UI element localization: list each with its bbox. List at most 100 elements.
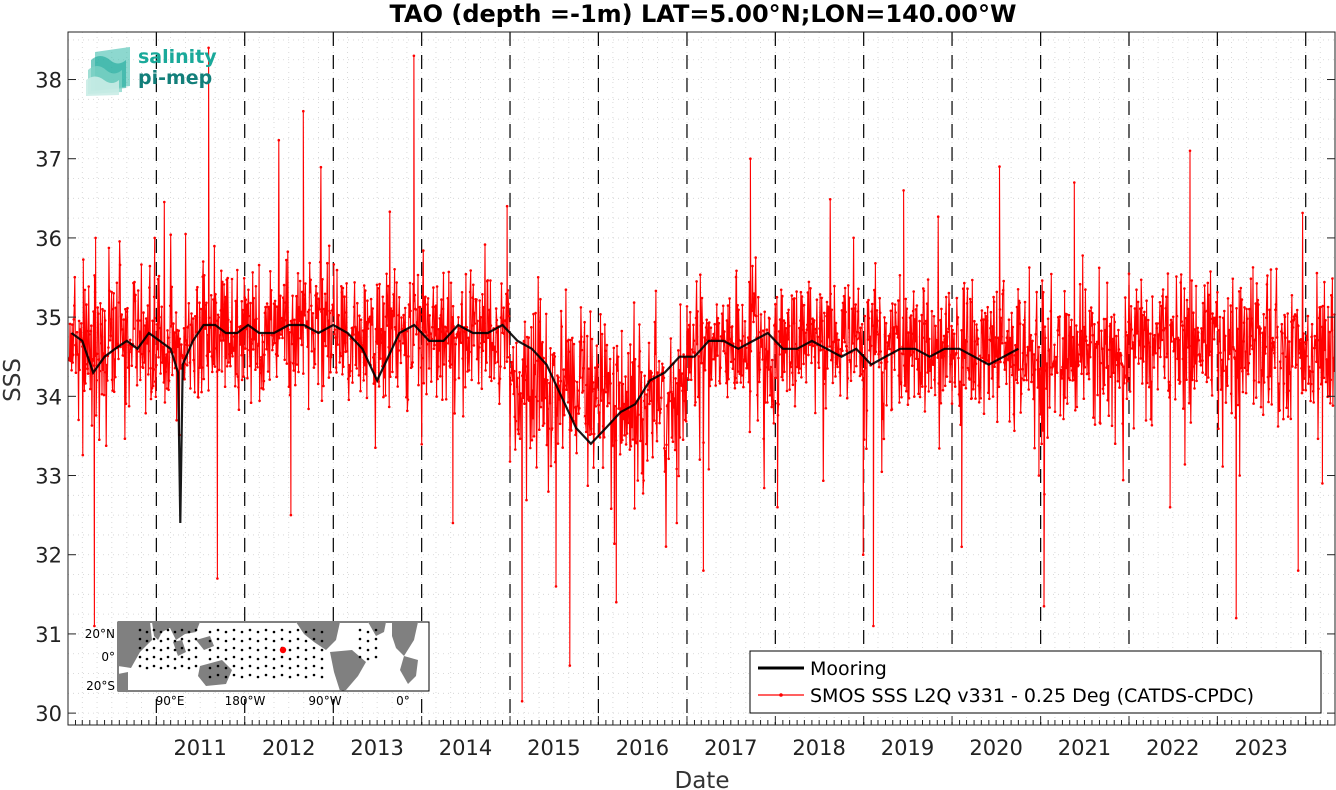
- smos-point: [960, 545, 963, 549]
- map-lat-label-20n: 20°N: [85, 627, 115, 641]
- smos-point: [1084, 335, 1088, 338]
- map-station-dot: [248, 637, 252, 641]
- smos-point: [776, 505, 779, 509]
- smos-point: [1251, 347, 1254, 351]
- smos-point: [749, 349, 753, 353]
- smos-point: [1157, 333, 1160, 336]
- smos-point: [653, 320, 657, 324]
- smos-point: [377, 385, 381, 388]
- smos-point: [883, 316, 886, 319]
- smos-point: [929, 358, 933, 361]
- smos-point: [234, 299, 237, 303]
- smos-point: [1295, 315, 1298, 318]
- smos-point: [538, 428, 541, 432]
- smos-point: [1009, 345, 1013, 349]
- smos-point: [1301, 388, 1305, 392]
- smos-point: [997, 336, 1000, 340]
- smos-point: [230, 277, 234, 281]
- smos-point: [1317, 387, 1320, 391]
- smos-point: [601, 424, 605, 428]
- smos-point: [790, 361, 793, 364]
- smos-point: [545, 443, 549, 447]
- smos-point: [445, 326, 449, 329]
- smos-point: [406, 409, 409, 413]
- smos-point: [505, 360, 509, 363]
- smos-point: [118, 240, 121, 243]
- smos-point: [1074, 362, 1078, 365]
- smos-point: [906, 403, 910, 407]
- smos-point: [1157, 346, 1161, 350]
- smos-point: [210, 355, 213, 358]
- smos-point: [935, 338, 938, 342]
- smos-point: [97, 312, 100, 316]
- smos-point: [1078, 282, 1082, 286]
- smos-point: [456, 331, 460, 334]
- smos-point: [176, 339, 180, 343]
- smos-point: [1120, 363, 1124, 367]
- smos-point: [596, 363, 600, 367]
- smos-point: [1110, 315, 1113, 319]
- smos-point: [78, 368, 81, 372]
- smos-point: [1077, 353, 1081, 356]
- smos-point: [241, 308, 244, 312]
- smos-point: [523, 402, 526, 406]
- smos-point: [375, 283, 379, 287]
- smos-point: [183, 377, 186, 381]
- smos-point: [1050, 373, 1054, 376]
- smos-point: [200, 366, 204, 369]
- smos-point: [1250, 334, 1254, 338]
- smos-point: [785, 389, 789, 393]
- smos-point: [1311, 370, 1314, 374]
- smos-point: [1307, 382, 1310, 385]
- smos-point: [130, 364, 134, 368]
- smos-point: [1145, 299, 1148, 303]
- smos-point: [659, 396, 663, 400]
- map-station-dot: [145, 630, 149, 634]
- smos-point: [740, 374, 744, 377]
- smos-point: [77, 418, 80, 422]
- smos-point: [960, 366, 964, 369]
- smos-point: [534, 395, 538, 399]
- smos-point: [921, 336, 925, 340]
- smos-point: [68, 322, 72, 326]
- smos-point: [702, 569, 705, 572]
- smos-point: [1003, 368, 1007, 371]
- smos-point: [932, 363, 935, 367]
- smos-point: [942, 334, 946, 338]
- smos-point: [765, 328, 769, 332]
- smos-point: [584, 422, 587, 425]
- smos-point: [794, 379, 797, 383]
- smos-point: [982, 412, 986, 416]
- smos-point: [1054, 361, 1057, 365]
- smos-point: [1100, 329, 1103, 333]
- smos-point: [650, 431, 654, 435]
- smos-point: [129, 348, 132, 351]
- map-lon-label-180w: 180°W: [225, 694, 266, 708]
- smos-point: [957, 356, 960, 360]
- smos-point: [1199, 355, 1202, 358]
- smos-point: [1059, 414, 1062, 417]
- smos-point: [881, 371, 884, 374]
- smos-point: [701, 321, 704, 325]
- map-station-dot: [180, 655, 184, 659]
- smos-point: [713, 322, 716, 326]
- smos-point: [224, 295, 227, 299]
- smos-point: [507, 314, 511, 318]
- map-station-dot: [320, 657, 324, 661]
- smos-point: [157, 356, 160, 359]
- smos-point: [585, 383, 588, 387]
- smos-point: [1229, 304, 1232, 307]
- smos-point: [627, 421, 630, 425]
- smos-point: [546, 407, 550, 411]
- smos-point: [1179, 273, 1183, 276]
- smos-point: [608, 357, 612, 361]
- smos-point: [998, 345, 1001, 348]
- smos-point: [312, 366, 316, 369]
- map-station-dot: [194, 664, 198, 668]
- smos-point: [383, 330, 387, 334]
- smos-point: [219, 339, 222, 342]
- y-tick-label: 31: [35, 623, 62, 647]
- smos-point: [580, 335, 583, 339]
- map-station-dot: [194, 637, 198, 641]
- smos-point: [1276, 425, 1280, 428]
